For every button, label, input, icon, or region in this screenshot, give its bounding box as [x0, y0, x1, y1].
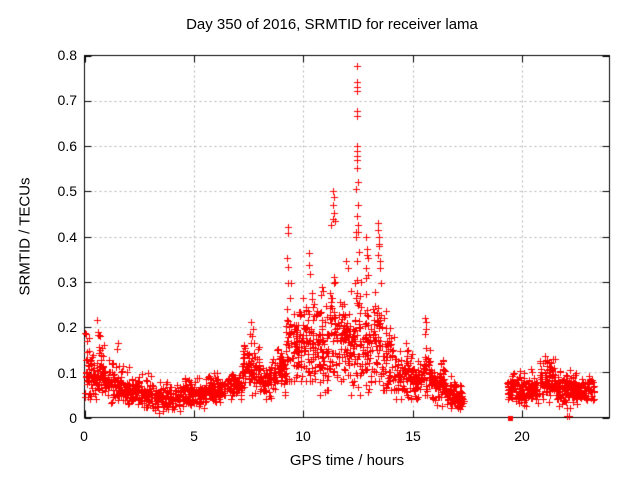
y-tick-label: 0.7: [57, 92, 77, 108]
x-tick-label: 15: [405, 428, 421, 444]
x-tick-label: 20: [514, 428, 530, 444]
y-tick-label: 0.5: [57, 183, 77, 199]
chart-title: Day 350 of 2016, SRMTID for receiver lam…: [186, 16, 478, 33]
y-tick-label: 0.1: [57, 365, 77, 381]
x-tick-label: 5: [190, 428, 198, 444]
x-tick-label: 0: [80, 428, 88, 444]
y-tick-label: 0: [69, 410, 77, 426]
y-tick-label: 0.6: [57, 138, 77, 154]
y-tick-label: 0.3: [57, 274, 77, 290]
x-axis-label: GPS time / hours: [289, 452, 405, 469]
y-tick-label: 0.2: [57, 319, 77, 335]
y-tick-label: 0.4: [57, 229, 77, 245]
y-tick-label: 0.8: [57, 47, 77, 63]
x-tick-label: 10: [295, 428, 311, 444]
